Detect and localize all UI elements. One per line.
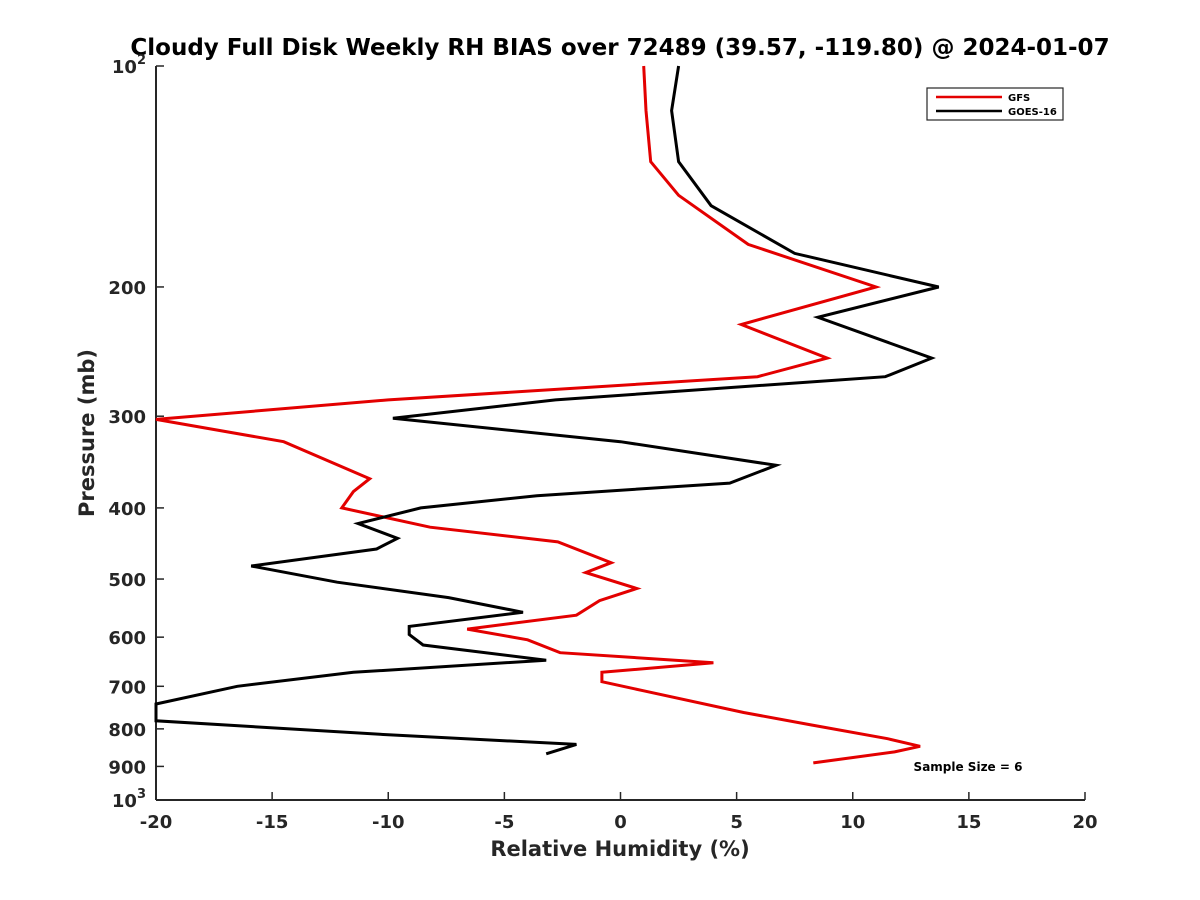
y-tick-label-base: 500 bbox=[108, 570, 146, 591]
series-line-goes16 bbox=[154, 65, 940, 756]
y-tick-label-base: 10 bbox=[112, 791, 137, 812]
y-tick-label: 103 bbox=[112, 787, 146, 812]
y-tick-label-exponent: 2 bbox=[137, 53, 146, 68]
x-tick-label: -5 bbox=[494, 812, 514, 833]
series-line-gfs bbox=[155, 65, 921, 765]
y-tick-label-base: 200 bbox=[108, 278, 146, 299]
y-tick-label: 700 bbox=[108, 677, 146, 698]
y-tick-label-base: 400 bbox=[108, 499, 146, 520]
x-tick-label: 15 bbox=[956, 812, 981, 833]
y-tick-label-base: 300 bbox=[108, 407, 146, 428]
y-tick-label: 600 bbox=[108, 628, 146, 649]
y-tick-label-base: 800 bbox=[108, 720, 146, 741]
x-tick-label: 20 bbox=[1072, 812, 1097, 833]
sample-size-annotation: Sample Size = 6 bbox=[914, 760, 1023, 774]
x-axis: -20 -15 -10 -5 0 5 10 15 20 bbox=[140, 792, 1098, 833]
series-layer bbox=[154, 65, 940, 765]
y-tick-label: 900 bbox=[108, 757, 146, 778]
y-tick-label-base: 900 bbox=[108, 757, 146, 778]
x-tick-label: 5 bbox=[730, 812, 743, 833]
legend-label-gfs: GFS bbox=[1008, 93, 1030, 104]
y-tick-label: 800 bbox=[108, 720, 146, 741]
y-tick-label: 200 bbox=[108, 278, 146, 299]
y-tick-label-base: 600 bbox=[108, 628, 146, 649]
x-axis-ticks: -20 -15 -10 -5 0 5 10 15 20 bbox=[140, 792, 1098, 833]
y-tick-label: 300 bbox=[108, 407, 146, 428]
legend: GFS GOES-16 bbox=[926, 87, 1064, 121]
x-tick-label: 10 bbox=[840, 812, 865, 833]
legend-label-goes16: GOES-16 bbox=[1008, 107, 1057, 118]
y-axis-label: Pressure (mb) bbox=[75, 349, 99, 517]
chart-title: Cloudy Full Disk Weekly RH BIAS over 724… bbox=[130, 35, 1109, 61]
x-tick-label: -15 bbox=[256, 812, 289, 833]
x-axis-label: Relative Humidity (%) bbox=[490, 837, 749, 861]
y-tick-label-base: 10 bbox=[112, 57, 137, 78]
y-tick-label: 500 bbox=[108, 570, 146, 591]
y-tick-label: 102 bbox=[112, 53, 146, 78]
x-tick-label: 0 bbox=[614, 812, 627, 833]
y-tick-label: 400 bbox=[108, 499, 146, 520]
legend-box bbox=[926, 87, 1064, 121]
y-tick-label-base: 700 bbox=[108, 677, 146, 698]
x-tick-label: -20 bbox=[140, 812, 173, 833]
y-tick-label-exponent: 3 bbox=[137, 787, 146, 802]
x-tick-label: -10 bbox=[372, 812, 405, 833]
